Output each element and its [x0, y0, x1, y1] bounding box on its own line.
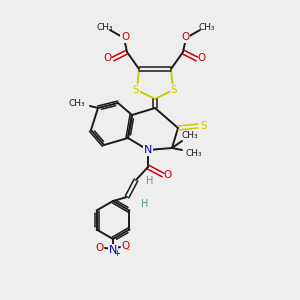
Text: O: O: [96, 243, 104, 253]
Text: O: O: [121, 241, 129, 251]
Text: CH₃: CH₃: [97, 23, 113, 32]
Text: S: S: [201, 121, 207, 131]
Text: CH₃: CH₃: [199, 23, 215, 32]
Text: CH₃: CH₃: [69, 98, 85, 107]
Text: N: N: [109, 245, 117, 255]
Text: ⁻: ⁻: [126, 248, 130, 256]
Text: H: H: [146, 176, 154, 186]
Text: O: O: [104, 53, 112, 63]
Text: O: O: [181, 32, 189, 42]
Text: S: S: [171, 85, 177, 95]
Text: H: H: [141, 199, 149, 209]
Text: CH₃: CH₃: [186, 148, 202, 158]
Text: CH₃: CH₃: [182, 131, 198, 140]
Text: +: +: [114, 250, 120, 259]
Text: O: O: [164, 170, 172, 180]
Text: O: O: [198, 53, 206, 63]
Text: S: S: [133, 85, 139, 95]
Text: O: O: [121, 32, 129, 42]
Text: N: N: [144, 145, 152, 155]
